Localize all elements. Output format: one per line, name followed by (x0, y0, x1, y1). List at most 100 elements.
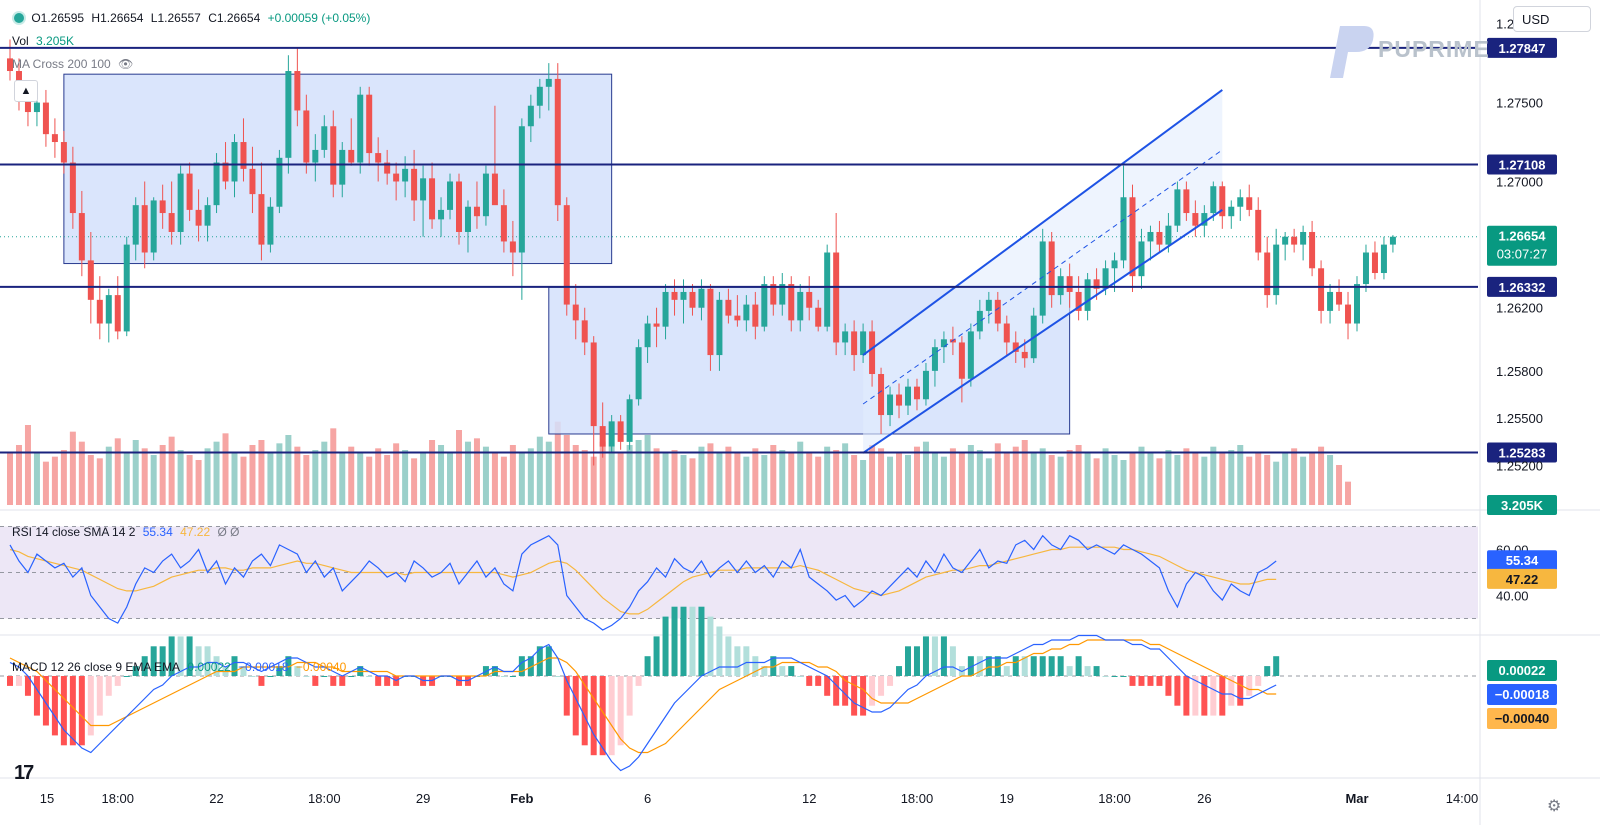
settings-gear-icon[interactable]: ⚙ (1547, 798, 1562, 815)
volume-bar (312, 450, 319, 505)
candle (312, 134, 319, 182)
candle-body (1075, 291, 1082, 311)
candle (761, 276, 768, 332)
macd-histogram-bar (1111, 676, 1118, 677)
candle-body (1102, 268, 1109, 289)
macd-histogram-bar (123, 676, 130, 677)
macd-histogram-bar (1102, 676, 1109, 677)
candle-body (698, 288, 705, 308)
macd-histogram-bar (698, 606, 705, 676)
volume-bar (554, 421, 561, 505)
level-price-label: 1.27847 (1499, 41, 1546, 56)
candle (617, 415, 624, 450)
currency-selector[interactable]: USD (1513, 6, 1591, 32)
macd-badge-label: 0.00022 (1499, 663, 1546, 678)
ma-legend[interactable]: MA Cross 200 100 👁︎ (12, 57, 137, 71)
candle-body (581, 320, 588, 343)
macd-histogram-bar (1138, 676, 1145, 686)
volume-bar (626, 445, 633, 505)
candle-body (1354, 284, 1360, 324)
level-price-badge (1487, 154, 1557, 175)
level-price-badge (1487, 37, 1557, 58)
macd-histogram-bar (994, 656, 1001, 676)
candle (303, 94, 310, 174)
candle (797, 284, 804, 332)
candle (1066, 263, 1073, 308)
volume-bar (177, 450, 184, 505)
candle (958, 336, 965, 403)
candle-body (1183, 189, 1190, 214)
volume-bar (285, 435, 292, 505)
volume-bar (518, 453, 525, 505)
candle (1048, 231, 1055, 308)
volume-bar (366, 456, 373, 505)
candle-body (1362, 252, 1369, 285)
rsi-value-badge (1487, 550, 1557, 571)
volume-badge-label: 3.205K (1501, 498, 1544, 513)
candle (563, 197, 570, 316)
candle-body (878, 374, 885, 416)
macd-label: MACD 12 26 close 9 EMA EMA (12, 660, 181, 674)
candle-body (1093, 279, 1100, 289)
volume-bar (78, 441, 85, 505)
volume-bar (608, 446, 615, 505)
macd-histogram-bar (662, 616, 669, 676)
volume-bar (473, 438, 480, 505)
volume-bar (1066, 450, 1073, 505)
volume-bar (913, 446, 920, 505)
candle-body (1201, 213, 1208, 226)
macd-histogram-bar (599, 676, 606, 756)
macd-histogram-bar (1255, 676, 1262, 686)
volume-bar (33, 453, 40, 505)
candle-body (69, 162, 76, 214)
volume-bar (788, 451, 795, 505)
candle (402, 156, 409, 198)
candle-body (689, 291, 696, 308)
rsi-tick-label: 40.00 (1496, 589, 1529, 604)
volume-bar (1012, 446, 1019, 505)
volume-bar (842, 443, 849, 505)
candle-body (985, 299, 992, 311)
volume-bar (545, 441, 552, 505)
macd-histogram-bar (348, 676, 355, 677)
volume-bar (438, 445, 445, 505)
macd-histogram-bar (833, 676, 840, 706)
volume-bar (653, 448, 660, 505)
macd-histogram-bar (1246, 676, 1253, 696)
candle (851, 320, 858, 371)
candle-body (411, 168, 418, 201)
candle-body (824, 252, 831, 327)
volume-bar (869, 445, 876, 505)
collapse-legend-button[interactable]: ▲ (14, 80, 38, 102)
macd-histogram-bar (905, 646, 911, 676)
macd-histogram-bar (752, 656, 759, 676)
eye-hidden-icon[interactable]: 👁︎ (118, 57, 134, 71)
macd-histogram-bar (635, 676, 642, 686)
candle-body (159, 200, 166, 214)
candle-body (168, 213, 175, 232)
volume-bar (96, 458, 103, 505)
volume-bar (860, 460, 867, 505)
candle-body (51, 134, 58, 143)
candle-body (635, 347, 642, 400)
macd-histogram-bar (644, 656, 651, 676)
candle (1345, 291, 1352, 340)
macd-histogram-bar (60, 676, 67, 746)
macd-histogram-bar (1057, 656, 1064, 676)
candle-body (1021, 351, 1028, 359)
candle (1129, 184, 1136, 292)
candle (509, 220, 516, 277)
candle (473, 181, 480, 229)
candle (689, 284, 696, 316)
volume-bar (447, 453, 454, 505)
candle-body (940, 339, 947, 348)
volume-bar (150, 455, 157, 505)
macd-histogram-bar (1129, 676, 1136, 686)
macd-histogram-bar (1048, 656, 1055, 676)
candle-body (60, 142, 67, 163)
volume-bar (159, 445, 166, 505)
candle (1291, 228, 1298, 253)
candle (1084, 273, 1091, 321)
candle (1012, 331, 1019, 363)
